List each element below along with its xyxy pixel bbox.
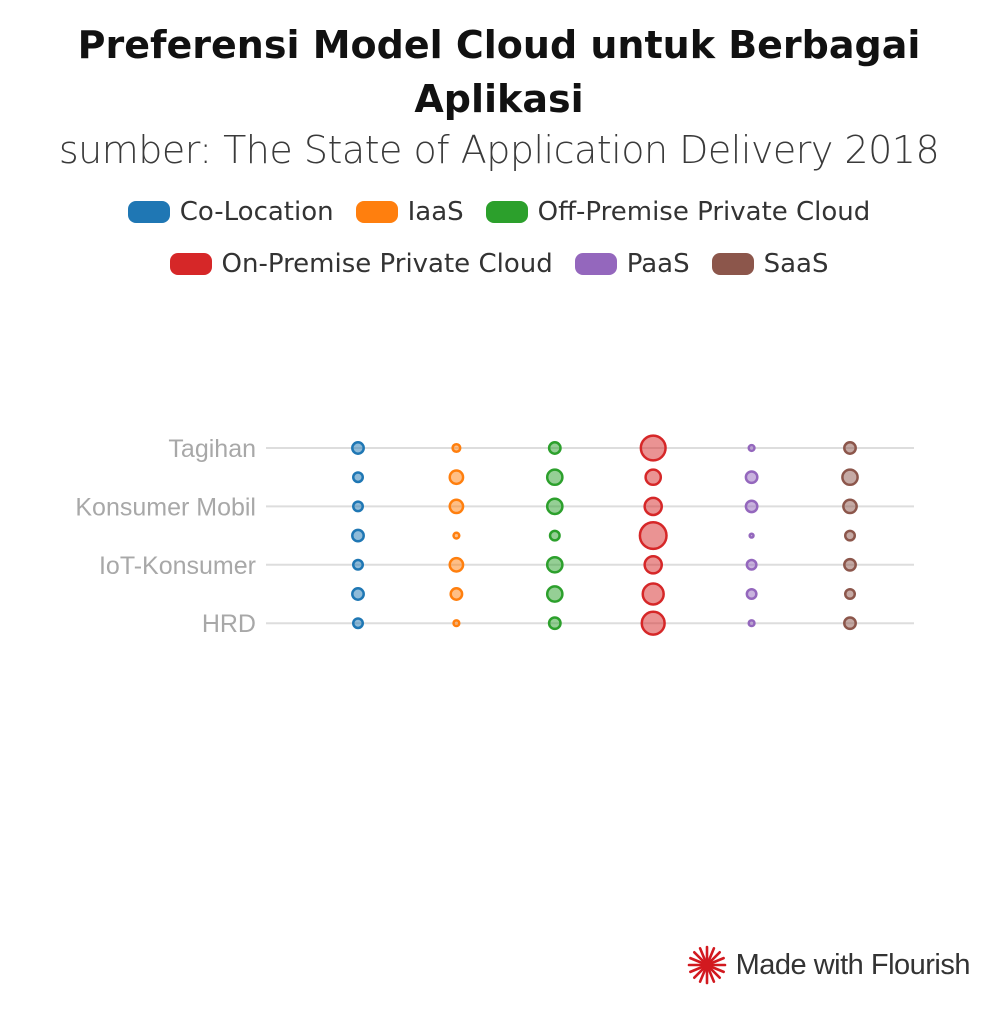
data-point[interactable]	[545, 555, 564, 574]
data-point[interactable]	[448, 469, 465, 486]
data-point[interactable]	[843, 557, 857, 572]
data-point[interactable]	[745, 558, 758, 571]
data-point[interactable]	[452, 531, 461, 540]
data-point[interactable]	[352, 471, 364, 484]
row-label: HRD	[202, 610, 256, 638]
data-point[interactable]	[842, 498, 858, 515]
row-label: Tagihan	[168, 435, 256, 463]
data-point[interactable]	[744, 499, 759, 514]
data-point[interactable]	[747, 443, 756, 453]
data-point[interactable]	[351, 587, 365, 601]
legend-swatch	[127, 201, 170, 223]
data-point[interactable]	[844, 588, 856, 600]
data-point[interactable]	[844, 529, 856, 542]
data-point[interactable]	[448, 556, 465, 573]
data-point[interactable]	[638, 521, 668, 551]
data-point[interactable]	[352, 558, 364, 571]
data-point[interactable]	[449, 587, 464, 601]
legend-label: SaaS	[763, 249, 829, 279]
data-point[interactable]	[545, 468, 564, 487]
data-point[interactable]	[644, 468, 663, 487]
legend-label: Off-Premise Private Cloud	[537, 197, 871, 227]
data-point[interactable]	[643, 555, 664, 575]
legend-item[interactable]: PaaS	[574, 248, 690, 280]
data-point[interactable]	[640, 610, 666, 636]
data-point[interactable]	[843, 616, 857, 631]
legend-item[interactable]: Co-Location	[127, 196, 334, 228]
data-point[interactable]	[351, 528, 365, 543]
data-point[interactable]	[547, 441, 562, 455]
data-point[interactable]	[448, 498, 465, 515]
data-point[interactable]	[745, 588, 758, 600]
legend-swatch	[711, 253, 754, 275]
data-point[interactable]	[351, 441, 365, 455]
data-point[interactable]	[452, 619, 461, 628]
data-point[interactable]	[744, 470, 759, 485]
data-point[interactable]	[841, 468, 859, 487]
legend-swatch	[169, 253, 212, 275]
legend-swatch	[574, 253, 617, 275]
data-point[interactable]	[639, 434, 667, 462]
data-point[interactable]	[641, 582, 665, 606]
flourish-logo-icon	[687, 945, 726, 985]
dot-plot: Tagihan Konsumer Mobil IoT-Konsumer HRD	[75, 434, 914, 638]
legend-item[interactable]: SaaS	[711, 248, 829, 280]
legend-label: On-Premise Private Cloud	[221, 249, 553, 279]
legend-item[interactable]: On-Premise Private Cloud	[169, 248, 553, 280]
data-point[interactable]	[843, 441, 857, 455]
legend: Co-Location IaaS Off-Premise Private Cloud…	[60, 196, 938, 280]
data-point[interactable]	[643, 496, 664, 517]
legend-swatch	[485, 201, 528, 223]
legend-label: PaaS	[626, 249, 690, 279]
legend-swatch	[355, 201, 398, 223]
data-point[interactable]	[451, 442, 462, 454]
data-point[interactable]	[747, 619, 756, 628]
chart-subtitle: sumber: The State of Application Deliver…	[58, 128, 940, 172]
row-label: Konsumer Mobil	[75, 493, 256, 521]
flourish-credit[interactable]: Made with Flourish	[686, 944, 971, 986]
data-point[interactable]	[352, 500, 364, 513]
data-point[interactable]	[352, 617, 364, 630]
footer-text: Made with Flourish	[735, 948, 971, 981]
data-point[interactable]	[547, 616, 562, 631]
data-point[interactable]	[545, 585, 564, 603]
data-point[interactable]	[748, 532, 755, 539]
legend-label: IaaS	[407, 197, 464, 227]
legend-label: Co-Location	[179, 197, 334, 227]
data-point[interactable]	[548, 529, 561, 542]
chart-title: Preferensi Model Cloud untuk Berbagai Ap…	[77, 23, 921, 121]
data-point[interactable]	[545, 497, 564, 516]
row-label: IoT-Konsumer	[99, 552, 256, 580]
legend-item[interactable]: IaaS	[355, 196, 464, 228]
legend-item[interactable]: Off-Premise Private Cloud	[485, 196, 871, 228]
